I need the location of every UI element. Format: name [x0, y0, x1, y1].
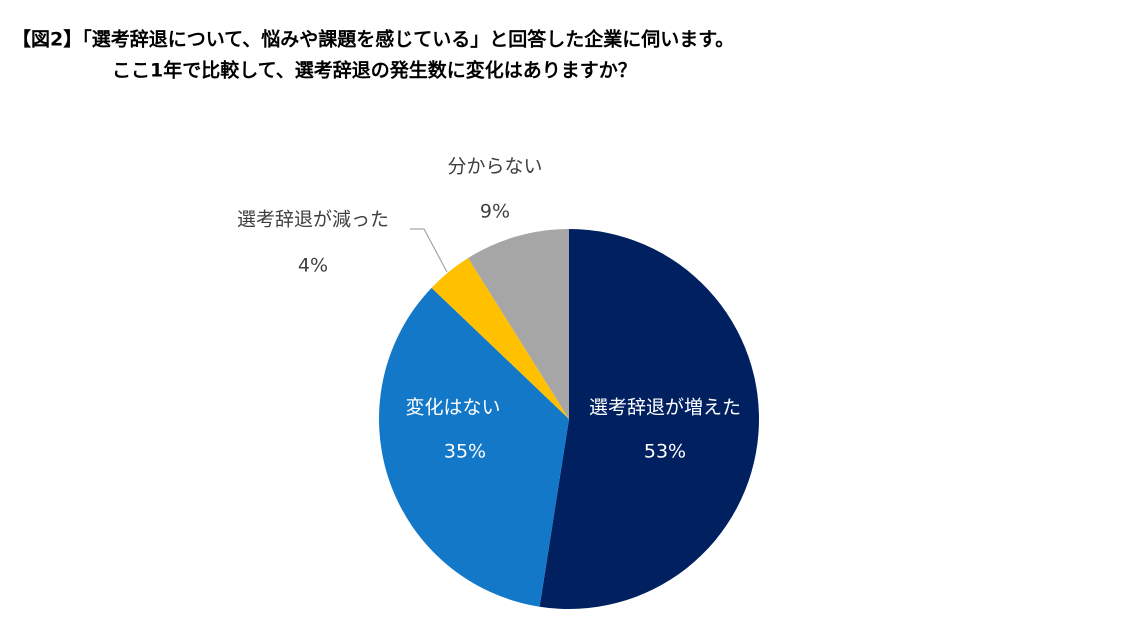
value-label: 35% [444, 441, 486, 463]
chart-title: 【図2】「選考辞退について、悩みや課題を感じている」と回答した企業に伺います。 [12, 28, 734, 51]
value-label: 53% [644, 441, 686, 463]
slice-label: 選考辞退が減った [237, 209, 389, 231]
chart-subtitle: ここ1年で比較して、選考辞退の発生数に変化はありますか？ [112, 59, 637, 82]
slice-label: 分からない [447, 156, 542, 178]
value-label: 4% [298, 255, 328, 277]
slice-label: 変化はない [405, 397, 500, 419]
pie-slice [431, 258, 569, 419]
leader-line [410, 228, 448, 273]
pie-slice [468, 229, 569, 419]
slice-label: 選考辞退が増えた [589, 397, 741, 419]
value-label: 9% [480, 201, 510, 223]
pie-slice [379, 287, 569, 607]
pie-slice [539, 229, 759, 609]
